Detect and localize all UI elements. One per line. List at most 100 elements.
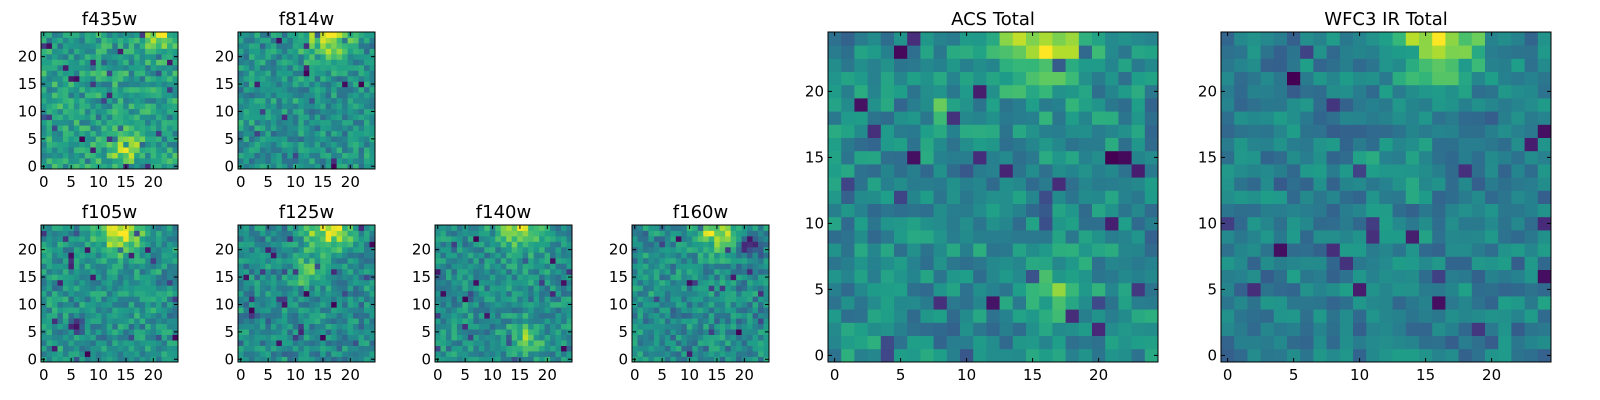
- heatmap-cell: [134, 345, 141, 352]
- heatmap-cell: [342, 32, 348, 38]
- heatmap-cell: [986, 150, 1000, 165]
- heatmap-cell: [642, 296, 649, 303]
- heatmap-cell: [145, 252, 151, 259]
- heatmap-cell: [106, 285, 113, 292]
- heatmap-cell: [62, 158, 69, 164]
- heatmap-cell: [139, 235, 146, 242]
- heatmap-cell: [254, 301, 261, 308]
- heatmap-cell: [675, 329, 682, 335]
- heatmap-cell: [933, 335, 948, 350]
- heatmap-cell: [495, 351, 502, 357]
- heatmap-cell: [1339, 243, 1354, 257]
- heatmap-cell: [117, 114, 124, 121]
- heatmap-cell: [358, 130, 365, 137]
- heatmap-cell: [46, 114, 53, 121]
- heatmap-cell: [867, 111, 882, 125]
- heatmap-cell: [309, 235, 316, 242]
- x-tick-label: 10: [680, 366, 699, 384]
- heatmap-cell: [325, 329, 332, 335]
- heatmap-cell: [358, 318, 365, 325]
- heatmap-cell: [697, 329, 704, 335]
- heatmap-cell: [46, 48, 53, 55]
- heatmap-cell: [741, 301, 748, 308]
- heatmap-cell: [287, 37, 294, 44]
- heatmap-cell: [336, 108, 343, 115]
- heatmap-cell: [336, 356, 343, 363]
- heatmap-cell: [522, 296, 529, 303]
- heatmap-cell: [90, 329, 97, 335]
- heatmap-cell: [456, 290, 463, 297]
- heatmap-cell: [101, 75, 108, 82]
- heatmap-cell: [999, 45, 1014, 59]
- heatmap-cell: [1118, 335, 1132, 350]
- heatmap-cell: [708, 307, 715, 314]
- heatmap-cell: [1078, 348, 1093, 363]
- heatmap-cell: [41, 351, 47, 357]
- heatmap-cell: [73, 75, 80, 82]
- heatmap-cell: [632, 268, 638, 275]
- heatmap-cell: [670, 268, 677, 275]
- heatmap-cell: [303, 81, 310, 88]
- heatmap-cell: [986, 296, 1000, 310]
- heatmap-cell: [331, 141, 338, 148]
- heatmap-cell: [752, 334, 759, 341]
- heatmap-cell: [358, 70, 365, 77]
- heatmap-cell: [331, 334, 338, 341]
- heatmap-cell: [68, 70, 75, 77]
- heatmap-cell: [298, 64, 305, 71]
- heatmap-cell: [1092, 256, 1106, 270]
- heatmap-cell: [41, 119, 47, 126]
- heatmap-cell: [1419, 177, 1433, 191]
- heatmap-cell: [1313, 150, 1327, 165]
- heatmap-cell: [303, 108, 310, 115]
- heatmap-cell: [841, 137, 855, 152]
- heatmap-cell: [134, 351, 141, 357]
- heatmap-cell: [79, 141, 86, 148]
- heatmap-cell: [1144, 335, 1159, 350]
- heatmap-cell: [894, 111, 908, 125]
- heatmap-cell: [500, 235, 507, 242]
- heatmap-cell: [867, 216, 882, 231]
- heatmap-cell: [539, 318, 545, 325]
- heatmap-cell: [1313, 243, 1327, 257]
- heatmap-cell: [292, 301, 299, 308]
- heatmap-cell: [539, 351, 545, 357]
- heatmap-cell: [933, 282, 948, 297]
- heatmap-cell: [112, 312, 119, 319]
- heatmap-cell: [478, 274, 485, 281]
- heatmap-cell: [1313, 177, 1327, 191]
- heatmap-cell: [243, 136, 250, 142]
- heatmap-cell: [566, 279, 573, 286]
- heatmap-cell: [686, 296, 693, 303]
- heatmap-cell: [128, 345, 135, 352]
- heatmap-cell: [692, 241, 699, 248]
- heatmap-cell: [1260, 322, 1275, 336]
- heatmap-cell: [986, 216, 1000, 231]
- heatmap-cell: [708, 241, 715, 248]
- heatmap-cell: [46, 130, 53, 137]
- heatmap-cell: [1524, 309, 1539, 323]
- heatmap-cell: [854, 322, 868, 336]
- heatmap-cell: [73, 152, 80, 159]
- heatmap-cell: [841, 177, 855, 191]
- heatmap-cell: [298, 97, 305, 104]
- heatmap-cell: [292, 130, 299, 137]
- heatmap-cell: [517, 351, 524, 357]
- heatmap-cell: [353, 285, 359, 292]
- heatmap-cell: [973, 137, 987, 152]
- heatmap-cell: [353, 235, 359, 242]
- heatmap-cell: [150, 312, 157, 319]
- heatmap-cell: [347, 59, 354, 66]
- heatmap-cell: [960, 243, 974, 257]
- heatmap-cell: [1052, 335, 1066, 350]
- heatmap-cell: [265, 290, 272, 297]
- heatmap-cell: [123, 158, 130, 164]
- heatmap-cell: [637, 268, 644, 275]
- heatmap-cell: [347, 119, 354, 126]
- heatmap-cell: [101, 268, 108, 275]
- heatmap-cell: [353, 42, 359, 49]
- heatmap-cell: [117, 268, 124, 275]
- heatmap-cell: [550, 290, 556, 297]
- heatmap-cell: [566, 345, 573, 352]
- heatmap-cell: [303, 163, 310, 170]
